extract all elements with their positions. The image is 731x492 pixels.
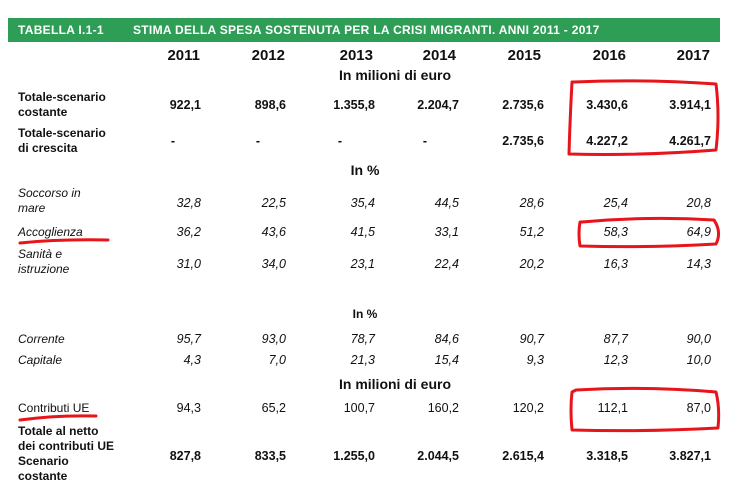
table-cell: 36,2 (176, 225, 201, 239)
table-cell: 23,1 (350, 257, 375, 271)
table-cell: 3.827,1 (669, 449, 711, 463)
table-cell: 898,6 (254, 98, 286, 112)
table-cell: 922,1 (169, 98, 201, 112)
table-title: STIMA DELLA SPESA SOSTENUTA PER LA CRISI… (133, 23, 600, 37)
table-cell: 78,7 (350, 332, 375, 346)
table-cell: 21,3 (350, 353, 375, 367)
table-cell: 14,3 (686, 257, 711, 271)
year-header: 2013 (339, 47, 373, 64)
table-cell: 93,0 (261, 332, 286, 346)
table-cell: 22,4 (434, 257, 459, 271)
highlight-box-totals (567, 79, 720, 156)
row-label: Accoglienza (18, 225, 83, 239)
row-label: Totale-scenario costante (18, 90, 106, 119)
row-label: Contributi UE (18, 401, 90, 415)
table-cell: - (337, 134, 342, 148)
table-cell: 833,5 (254, 449, 286, 463)
section-header: In % (350, 162, 380, 178)
table-cell: 7,0 (268, 353, 286, 367)
table-id: TABELLA I.1-1 (18, 23, 104, 37)
table-cell: 160,2 (427, 401, 459, 415)
table-cell: 31,0 (176, 257, 201, 271)
table-cell: 2.204,7 (417, 98, 459, 112)
underline-accoglienza (18, 238, 110, 245)
table-cell: 4.227,2 (586, 134, 628, 148)
table-cell: 94,3 (176, 401, 201, 415)
section-header: In milioni di euro (339, 67, 451, 83)
table-cell: 10,0 (686, 353, 711, 367)
table-cell: 87,0 (686, 401, 711, 415)
table-cell: 4.261,7 (669, 134, 711, 148)
table-cell: - (255, 134, 260, 148)
table-cell: 25,4 (603, 196, 628, 210)
year-header: 2017 (676, 47, 710, 64)
underline-contributi-ue (18, 414, 98, 422)
table-cell: - (170, 134, 175, 148)
table-cell: 20,8 (686, 196, 711, 210)
table-cell: 112,1 (597, 401, 628, 415)
row-label: Totale al netto dei contributi UE Scenario… (18, 424, 114, 483)
table-cell: 95,7 (176, 332, 201, 346)
row-label: Soccorso in mare (18, 186, 81, 215)
table-cell: 2.615,4 (502, 449, 544, 463)
section-header: In % (352, 307, 378, 321)
table-cell: 3.318,5 (586, 449, 628, 463)
year-header: 2012 (251, 47, 285, 64)
table-cell: 827,8 (169, 449, 201, 463)
table-cell: 90,7 (519, 332, 544, 346)
row-label: Corrente (18, 332, 65, 346)
table-cell: 58,3 (603, 225, 628, 239)
table-cell: 15,4 (434, 353, 459, 367)
year-header: 2015 (507, 47, 541, 64)
table-cell: 44,5 (434, 196, 459, 210)
table-cell: 41,5 (350, 225, 375, 239)
table-cell: 33,1 (434, 225, 459, 239)
table-cell: 64,9 (686, 225, 711, 239)
table-cell: 3.914,1 (669, 98, 711, 112)
year-header: 2016 (592, 47, 626, 64)
table-title-bar: TABELLA I.1-1 STIMA DELLA SPESA SOSTENUT… (8, 18, 720, 42)
row-label: Sanità e istruzione (18, 247, 70, 276)
table-cell: 20,2 (519, 257, 544, 271)
table-cell: 16,3 (603, 257, 628, 271)
highlight-box-contributi (569, 386, 721, 433)
table-cell: 32,8 (176, 196, 201, 210)
table-cell: 3.430,6 (586, 98, 628, 112)
table-cell: 87,7 (603, 332, 628, 346)
table-cell: 34,0 (261, 257, 286, 271)
row-label: Totale-scenario di crescita (18, 126, 106, 155)
table-cell: 2.735,6 (502, 98, 544, 112)
row-label: Capitale (18, 353, 63, 367)
table-cell: 9,3 (526, 353, 544, 367)
table-cell: 100,7 (343, 401, 375, 415)
table-cell: 51,2 (519, 225, 544, 239)
year-header: 2014 (422, 47, 456, 64)
section-header: In milioni di euro (339, 376, 451, 392)
table-cell: 1.355,8 (333, 98, 375, 112)
year-header: 2011 (167, 47, 200, 64)
table-cell: 65,2 (261, 401, 286, 415)
table-cell: 35,4 (350, 196, 375, 210)
table-cell: 90,0 (686, 332, 711, 346)
table-cell: 28,6 (519, 196, 544, 210)
table-cell: - (422, 134, 427, 148)
table-cell: 43,6 (261, 225, 286, 239)
table-cell: 22,5 (261, 196, 286, 210)
table-cell: 84,6 (434, 332, 459, 346)
table-cell: 2.735,6 (502, 134, 544, 148)
table-cell: 2.044,5 (417, 449, 459, 463)
highlight-box-accoglienza (577, 216, 721, 249)
table-cell: 4,3 (183, 353, 201, 367)
table-cell: 120,2 (512, 401, 544, 415)
table-cell: 12,3 (603, 353, 628, 367)
table-cell: 1.255,0 (333, 449, 375, 463)
